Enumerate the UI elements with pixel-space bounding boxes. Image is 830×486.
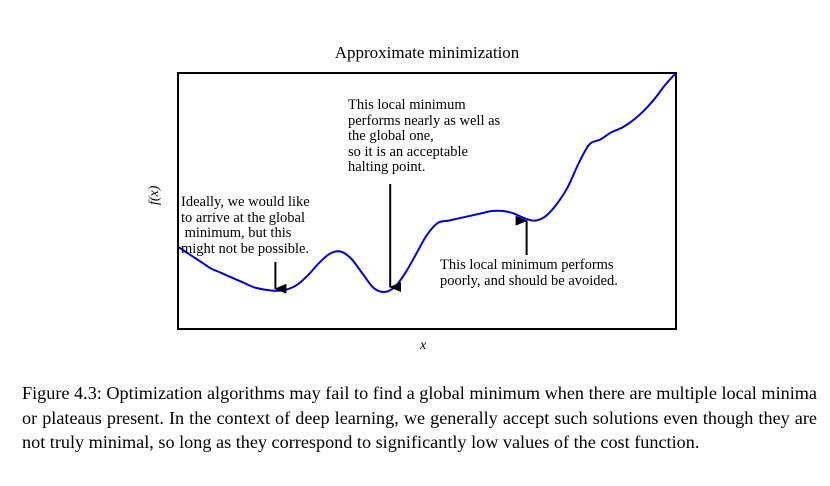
figure-caption: Figure 4.3: Optimization algorithms may … bbox=[22, 383, 817, 452]
annotation-line: Ideally, we would like bbox=[181, 194, 310, 210]
chart-title: Approximate minimization bbox=[334, 43, 520, 62]
annotation-line: so it is an acceptable bbox=[348, 143, 468, 160]
annotation-global-minimum: Ideally, we would like to arrive at the … bbox=[181, 194, 310, 257]
annotation-acceptable-minimum: This local minimum performs nearly as we… bbox=[348, 97, 501, 176]
annotation-line: to arrive at the global bbox=[181, 209, 306, 226]
annotation-line: This local minimum performs bbox=[440, 257, 614, 273]
plot-frame bbox=[177, 72, 677, 330]
annotation-line: minimum, but this bbox=[181, 225, 292, 241]
curve-series bbox=[177, 72, 677, 294]
annotation-line: poorly, and should be avoided. bbox=[440, 272, 618, 289]
annotation-line: halting point. bbox=[348, 159, 426, 175]
annotation-line: This local minimum bbox=[348, 97, 466, 113]
annotation-line: the global one, bbox=[348, 128, 434, 144]
x-axis-label: x bbox=[420, 338, 427, 353]
annotation-line: performs nearly as well as bbox=[348, 112, 501, 129]
annotation-line: might not be possible. bbox=[181, 240, 310, 257]
annotation-poor-minimum: This local minimum performs poorly, and … bbox=[440, 257, 618, 289]
